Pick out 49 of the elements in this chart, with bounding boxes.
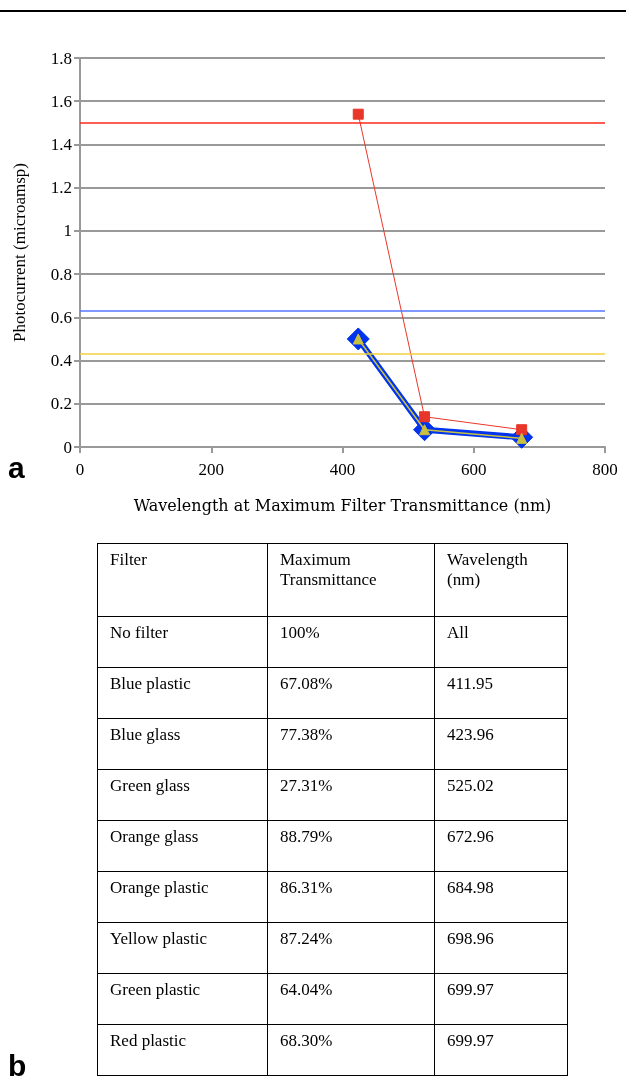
y-tick-label: 1.4 xyxy=(50,134,73,154)
text: 525.02 xyxy=(434,769,568,821)
category-label: Filter xyxy=(97,543,268,617)
text: 672.96 xyxy=(434,820,568,872)
x-tick-label: 400 xyxy=(329,460,356,479)
text: Orange plastic xyxy=(97,871,268,923)
text: Yellow plastic xyxy=(97,922,268,974)
y-tick-label: 0.2 xyxy=(50,394,72,414)
text: Green plastic xyxy=(97,973,268,1025)
x-tick-label: 800 xyxy=(592,460,618,479)
text: b xyxy=(8,1049,27,1082)
text: a xyxy=(8,451,25,484)
x-tick-label: 0 xyxy=(75,460,85,479)
category-label: Maximum Transmittance xyxy=(267,543,435,617)
text: 64.04% xyxy=(267,973,435,1025)
text: 88.79% xyxy=(267,820,435,872)
y-tick-label: 0.6 xyxy=(50,307,72,327)
text: 698.96 xyxy=(434,922,568,974)
y-tick-label: 0.8 xyxy=(50,264,72,284)
text: 411.95 xyxy=(434,667,568,719)
text: 699.97 xyxy=(434,1024,568,1076)
x-tick-label: 200 xyxy=(198,460,224,479)
y-tick-label: 1.6 xyxy=(50,91,72,111)
text: 86.31% xyxy=(267,871,435,923)
y-tick-label: 1.8 xyxy=(50,48,72,68)
text: Blue plastic xyxy=(97,667,268,719)
text: 77.38% xyxy=(267,718,435,770)
text: Green glass xyxy=(97,769,268,821)
y-tick-label: 1 xyxy=(63,221,72,241)
text: 68.30% xyxy=(267,1024,435,1076)
y-tick-label: 0.4 xyxy=(50,351,73,371)
text: 100% xyxy=(267,616,435,668)
x-axis-title: Wavelength at Maximum Filter Transmittance (nm) xyxy=(133,495,552,515)
x-tick-label: 600 xyxy=(461,460,487,479)
text: No filter xyxy=(97,616,268,668)
text: Red plastic xyxy=(97,1024,268,1076)
text: 699.97 xyxy=(434,973,568,1025)
y-tick-label: 0 xyxy=(63,437,72,457)
text: Orange glass xyxy=(97,820,268,872)
y-axis-title: Photocurrent (microamsp) xyxy=(10,163,29,342)
text: 27.31% xyxy=(267,769,435,821)
y-tick-label: 1.2 xyxy=(50,178,72,198)
category-label: Wavelength (nm) xyxy=(434,543,568,617)
text: 67.08% xyxy=(267,667,435,719)
text: 684.98 xyxy=(434,871,568,923)
text: All xyxy=(434,616,568,668)
text: Blue glass xyxy=(97,718,268,770)
text: 423.96 xyxy=(434,718,568,770)
text: 87.24% xyxy=(267,922,435,974)
